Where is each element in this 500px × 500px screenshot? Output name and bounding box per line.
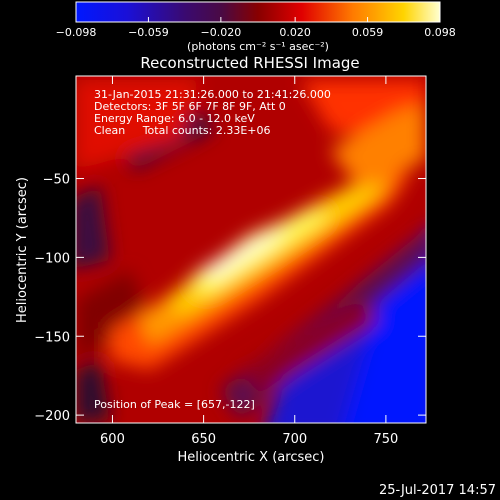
x-tick-label: 650	[191, 432, 216, 447]
x-tick-label: 750	[373, 432, 398, 447]
colorbar-tick-label: −0.098	[56, 26, 97, 39]
colorbar-tick-label: 0.059	[352, 26, 384, 39]
annotation-time-range: 31-Jan-2015 21:31:26.000 to 21:41:26.000	[94, 88, 331, 101]
y-axis-tick-labels: −50 −100 −150 −200	[34, 173, 70, 425]
colorbar-units: (photons cm⁻² s⁻¹ asec⁻²)	[187, 40, 329, 53]
x-axis-label: Heliocentric X (arcsec)	[178, 450, 325, 465]
y-axis-ticks	[76, 178, 426, 416]
plot-frame	[75, 75, 427, 424]
heatmap-image	[76, 76, 426, 423]
x-tick-label: 700	[282, 432, 307, 447]
x-axis-tick-labels: 600 650 700 750	[100, 432, 398, 447]
colorbar-tick-label: 0.098	[424, 26, 456, 39]
colorbar-tick-label: −0.059	[128, 26, 169, 39]
footer-date: 25-Jul-2017 14:57	[378, 483, 496, 498]
y-tick-label: −150	[34, 330, 70, 345]
y-axis-label: Heliocentric Y (arcsec)	[15, 177, 30, 323]
x-tick-label: 600	[100, 432, 125, 447]
colorbar-ticks	[75, 17, 441, 22]
annotation-peak-position: Position of Peak = [657,-122]	[94, 398, 255, 411]
annotation-clean-counts: Clean Total counts: 2.33E+06	[94, 124, 271, 137]
colorbar-tick-label: 0.020	[279, 26, 311, 39]
colorbar-tick-label: −0.020	[200, 26, 241, 39]
chart-title: Reconstructed RHESSI Image	[140, 54, 359, 72]
annotation-detectors: Detectors: 3F 5F 6F 7F 8F 9F, Att 0	[94, 100, 286, 113]
annotation-block: 31-Jan-2015 21:31:26.000 to 21:41:26.000…	[94, 88, 331, 411]
x-axis-ticks	[111, 76, 387, 423]
colorbar	[75, 1, 441, 23]
annotation-energy-range: Energy Range: 6.0 - 12.0 keV	[94, 112, 255, 125]
colorbar-tick-labels: −0.098 −0.059 −0.020 0.020 0.059 0.098	[56, 26, 456, 39]
y-tick-label: −50	[43, 173, 70, 188]
y-tick-label: −100	[34, 251, 70, 266]
y-tick-label: −200	[34, 409, 70, 424]
